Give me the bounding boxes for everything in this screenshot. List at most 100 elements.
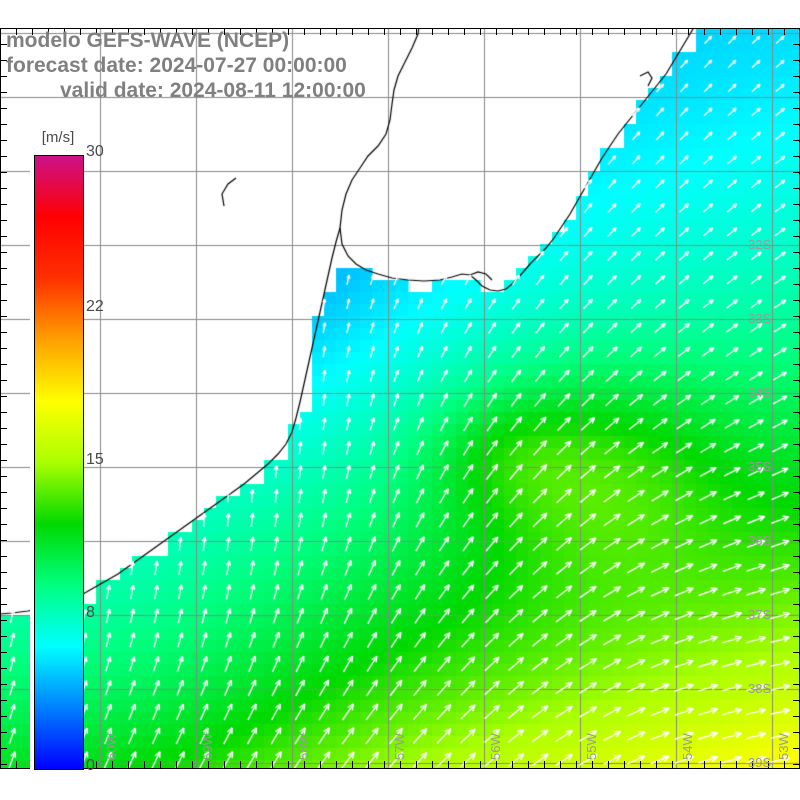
- axis-tick: [0, 348, 7, 349]
- axis-tick: [0, 764, 7, 765]
- axis-tick: [256, 761, 257, 768]
- axis-tick: [224, 761, 225, 768]
- axis-tick: [0, 108, 7, 109]
- axis-tick: [112, 28, 113, 35]
- axis-tick: [96, 28, 97, 35]
- axis-tick: [793, 428, 800, 429]
- axis-tick: [793, 380, 800, 381]
- colorbar-gradient: [34, 155, 84, 770]
- axis-tick: [793, 220, 800, 221]
- axis-tick: [793, 572, 800, 573]
- axis-tick: [793, 108, 800, 109]
- longitude-label-53W: 53W: [776, 733, 791, 760]
- axis-tick: [368, 761, 369, 768]
- axis-tick: [0, 188, 7, 189]
- axis-tick: [793, 252, 800, 253]
- axis-tick: [0, 556, 7, 557]
- axis-tick: [793, 716, 800, 717]
- axis-tick: [544, 28, 545, 35]
- axis-tick: [0, 460, 7, 461]
- colorbar-tick-22: 22: [86, 298, 104, 315]
- axis-tick: [112, 761, 113, 768]
- axis-tick: [144, 761, 145, 768]
- longitude-label-58W: 58W: [296, 733, 311, 760]
- axis-tick: [496, 761, 497, 768]
- axis-tick: [576, 28, 577, 35]
- axis-tick: [793, 620, 800, 621]
- axis-tick: [352, 28, 353, 35]
- axis-tick: [544, 761, 545, 768]
- axis-tick: [793, 316, 800, 317]
- axis-tick: [0, 204, 7, 205]
- axis-tick: [480, 761, 481, 768]
- axis-tick: [0, 748, 7, 749]
- longitude-label-55W: 55W: [584, 733, 599, 760]
- axis-tick: [0, 396, 7, 397]
- axis-tick: [0, 124, 7, 125]
- axis-tick: [560, 28, 561, 35]
- axis-frame-bottom: [0, 768, 800, 769]
- axis-tick: [720, 28, 721, 35]
- axis-tick: [793, 684, 800, 685]
- axis-tick: [0, 716, 7, 717]
- axis-tick: [793, 156, 800, 157]
- longitude-label-57W: 57W: [392, 733, 407, 760]
- axis-tick: [0, 172, 7, 173]
- axis-tick: [784, 761, 785, 768]
- longitude-label-60W: 60W: [104, 733, 119, 760]
- axis-tick: [640, 761, 641, 768]
- axis-tick: [336, 28, 337, 35]
- axis-tick: [793, 652, 800, 653]
- axis-tick: [0, 668, 7, 669]
- axis-tick: [352, 761, 353, 768]
- axis-tick: [793, 268, 800, 269]
- axis-tick: [272, 761, 273, 768]
- axis-tick: [592, 28, 593, 35]
- axis-tick: [96, 761, 97, 768]
- axis-tick: [432, 761, 433, 768]
- axis-tick: [208, 28, 209, 35]
- latitude-label-33S: 33S: [748, 311, 772, 326]
- axis-tick: [656, 761, 657, 768]
- axis-tick: [0, 28, 1, 35]
- axis-tick: [793, 188, 800, 189]
- axis-tick: [16, 28, 17, 35]
- axis-tick: [0, 444, 7, 445]
- axis-tick: [672, 28, 673, 35]
- axis-tick: [0, 700, 7, 701]
- axis-tick: [720, 761, 721, 768]
- axis-tick: [672, 761, 673, 768]
- axis-tick: [793, 508, 800, 509]
- axis-tick: [768, 28, 769, 35]
- axis-tick: [0, 92, 7, 93]
- axis-tick: [528, 28, 529, 35]
- axis-tick: [192, 761, 193, 768]
- colorbar-tick-15: 15: [86, 451, 104, 468]
- axis-tick: [0, 620, 7, 621]
- axis-tick: [0, 140, 7, 141]
- axis-tick: [240, 28, 241, 35]
- axis-tick: [0, 60, 7, 61]
- axis-tick: [752, 28, 753, 35]
- axis-tick: [793, 92, 800, 93]
- axis-tick: [400, 761, 401, 768]
- axis-tick: [704, 28, 705, 35]
- axis-tick: [416, 28, 417, 35]
- axis-tick: [793, 764, 800, 765]
- axis-tick: [0, 428, 7, 429]
- axis-tick: [0, 572, 7, 573]
- axis-tick: [208, 761, 209, 768]
- axis-tick: [0, 636, 7, 637]
- axis-tick: [288, 28, 289, 35]
- axis-tick: [793, 604, 800, 605]
- latitude-label-32S: 32S: [748, 237, 772, 252]
- longitude-label-56W: 56W: [488, 733, 503, 760]
- axis-tick: [793, 284, 800, 285]
- axis-tick: [560, 761, 561, 768]
- longitude-label-54W: 54W: [680, 733, 695, 760]
- latitude-label-36S: 36S: [748, 533, 772, 548]
- axis-tick: [736, 28, 737, 35]
- axis-tick: [0, 540, 7, 541]
- axis-tick: [793, 556, 800, 557]
